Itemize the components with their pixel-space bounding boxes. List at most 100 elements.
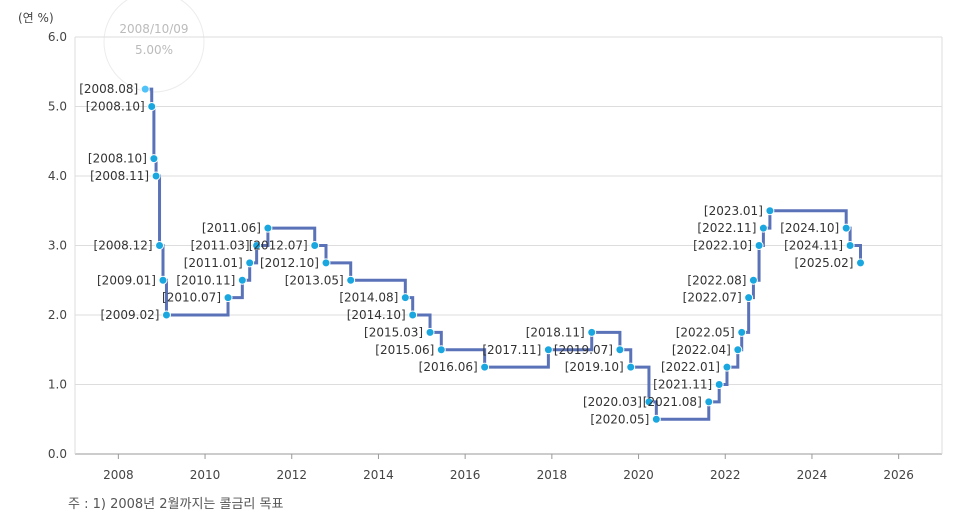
data-point-label: [2020.05]	[590, 412, 649, 426]
data-point	[626, 362, 636, 372]
data-point	[856, 258, 866, 268]
data-point	[754, 241, 764, 250]
data-point-label: [2022.05]	[676, 325, 735, 339]
data-point	[651, 414, 661, 424]
data-point	[155, 241, 165, 250]
data-point-label: [2020.03]	[583, 395, 642, 409]
data-point-label: [2012.10]	[260, 256, 319, 270]
data-point-label: [2025.02]	[795, 256, 854, 270]
data-point	[346, 275, 356, 285]
data-point	[704, 397, 714, 407]
y-tick-label: 3.0	[48, 239, 67, 253]
data-point-label: [2017.11]	[482, 343, 541, 357]
tooltip-date: 2008/10/09	[119, 22, 188, 36]
x-tick-label: 2016	[450, 468, 481, 482]
x-tick-label: 2008	[103, 468, 134, 482]
chart-footnote: 주 : 1) 2008년 2월까지는 콜금리 목표	[68, 497, 284, 512]
data-point	[480, 362, 490, 372]
y-tick-label: 6.0	[48, 30, 67, 44]
data-point	[151, 171, 161, 181]
data-point	[147, 102, 157, 111]
y-tick-label: 5.0	[48, 100, 67, 114]
data-point-label: [2019.10]	[565, 360, 624, 374]
data-point	[615, 345, 625, 355]
data-point-label: [2021.08]	[643, 395, 702, 409]
data-point-label: [2008.10]	[88, 152, 147, 166]
y-tick-label: 0.0	[48, 447, 67, 461]
data-point-label: [2022.01]	[661, 360, 720, 374]
data-point	[223, 293, 233, 303]
data-point	[408, 310, 418, 320]
x-tick-label: 2018	[537, 468, 568, 482]
data-point	[149, 154, 159, 164]
y-tick-label: 1.0	[48, 378, 67, 392]
data-point-label: [2024.10]	[780, 221, 839, 235]
data-point-label: [2021.11]	[653, 378, 712, 392]
y-tick-label: 2.0	[48, 308, 67, 322]
data-point	[748, 275, 758, 285]
rate-step-line	[145, 87, 863, 421]
data-point-label: [2014.10]	[347, 308, 406, 322]
data-point	[733, 345, 743, 355]
data-point-label: [2022.11]	[697, 221, 756, 235]
data-point-label: [2011.06]	[202, 221, 261, 235]
data-point	[140, 84, 150, 94]
data-point-label: [2011.03]	[191, 239, 250, 253]
data-point	[161, 310, 171, 320]
x-tick-label: 2026	[883, 468, 914, 482]
data-point-label: [2008.11]	[90, 169, 149, 183]
data-point	[436, 345, 446, 355]
y-tick-label: 4.0	[48, 169, 67, 183]
x-tick-label: 2014	[363, 468, 394, 482]
data-point-label: [2015.06]	[375, 343, 434, 357]
data-point	[158, 275, 168, 285]
data-point-label: [2018.11]	[526, 325, 585, 339]
data-point	[400, 293, 410, 303]
data-point-label: [2022.08]	[687, 273, 746, 287]
data-point	[744, 293, 754, 303]
data-point-label: [2023.01]	[704, 204, 763, 218]
y-unit-label: (연 %)	[18, 11, 54, 25]
data-point-label: [2015.03]	[364, 325, 423, 339]
data-point-label: [2022.07]	[683, 291, 742, 305]
x-tick-label: 2012	[276, 468, 307, 482]
data-point	[737, 327, 747, 337]
x-tick-label: 2022	[710, 468, 741, 482]
tooltip-value: 5.00%	[135, 43, 173, 57]
data-point	[841, 223, 851, 233]
data-point	[644, 397, 654, 407]
data-point-label: [2009.01]	[97, 273, 156, 287]
data-point	[714, 380, 724, 389]
data-point-label: [2014.08]	[339, 291, 398, 305]
data-point	[587, 327, 597, 337]
data-point-label: [2011.01]	[184, 256, 243, 270]
data-point	[252, 241, 262, 250]
data-point-label: [2022.10]	[693, 239, 752, 253]
data-point	[758, 223, 768, 233]
data-point-label: [2008.08]	[79, 82, 138, 96]
data-point-label: [2010.07]	[162, 291, 221, 305]
data-point	[263, 223, 273, 233]
data-point-label: [2012.07]	[249, 239, 308, 253]
data-point	[845, 241, 855, 250]
data-point	[237, 275, 247, 285]
data-point-label: [2008.10]	[86, 100, 145, 114]
data-point-label: [2016.06]	[419, 360, 478, 374]
x-tick-label: 2020	[623, 468, 654, 482]
data-point	[543, 345, 553, 355]
data-point	[321, 258, 331, 268]
data-point-label: [2010.11]	[176, 273, 235, 287]
data-point-label: [2024.11]	[784, 239, 843, 253]
data-point	[310, 241, 320, 250]
data-point-label: [2009.02]	[100, 308, 159, 322]
data-point-label: [2008.12]	[94, 239, 153, 253]
x-tick-label: 2010	[190, 468, 221, 482]
data-point	[765, 206, 775, 216]
tooltip-bubble	[103, 0, 205, 93]
data-point-label: [2013.05]	[285, 273, 344, 287]
data-point	[245, 258, 255, 268]
data-point	[722, 362, 732, 372]
x-tick-label: 2024	[797, 468, 828, 482]
data-point-label: [2022.04]	[672, 343, 731, 357]
